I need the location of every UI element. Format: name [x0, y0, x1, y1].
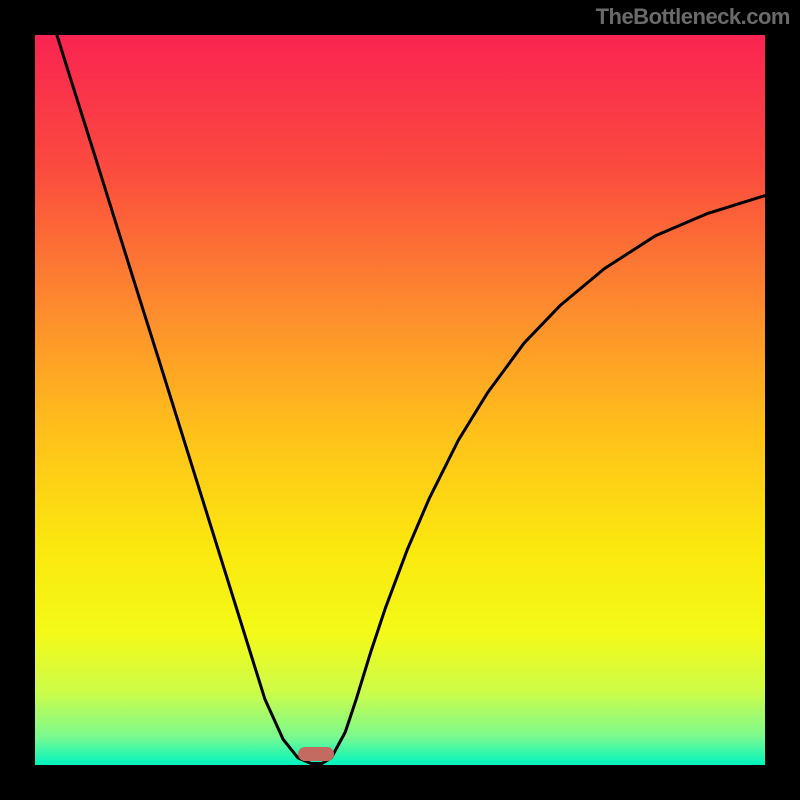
watermark-text: TheBottleneck.com	[596, 4, 790, 30]
chart-frame: TheBottleneck.com	[0, 0, 800, 800]
optimal-point-marker	[298, 747, 334, 761]
bottleneck-chart	[35, 35, 765, 765]
chart-background	[35, 35, 765, 765]
